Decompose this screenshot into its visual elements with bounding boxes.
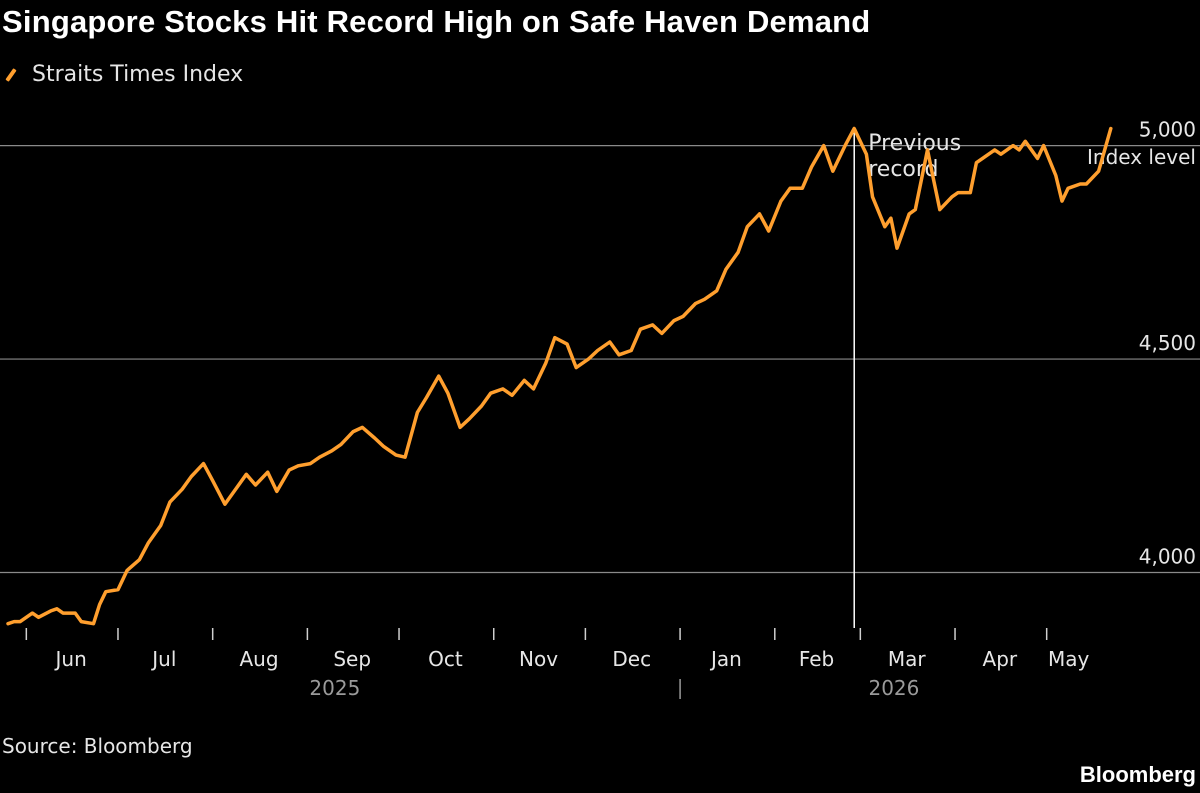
- y-tick-label: 4,500: [1139, 331, 1196, 355]
- chart-title: Singapore Stocks Hit Record High on Safe…: [2, 4, 871, 39]
- year-label: 2025: [309, 676, 360, 700]
- legend-label: Straits Times Index: [32, 62, 244, 87]
- source-note: Source: Bloomberg: [2, 734, 193, 758]
- y-tick-label: 4,000: [1139, 545, 1196, 569]
- x-tick-label: Jul: [150, 647, 176, 671]
- year-label: 2026: [868, 676, 919, 700]
- x-tick-label: Mar: [888, 647, 927, 671]
- legend: Straits Times Index: [4, 62, 243, 87]
- x-tick-label: Apr: [983, 647, 1018, 671]
- x-tick-label: Oct: [428, 647, 463, 671]
- x-tick-label: Jan: [709, 647, 742, 671]
- x-tick-label: Dec: [612, 647, 651, 671]
- x-tick-label: Jun: [54, 647, 87, 671]
- x-tick-label: May: [1048, 647, 1090, 671]
- y-tick-label: 5,000: [1139, 118, 1196, 142]
- x-tick-label: Sep: [333, 647, 371, 671]
- x-tick-label: Aug: [240, 647, 279, 671]
- x-tick-label: Feb: [799, 647, 834, 671]
- brand-logo: Bloomberg: [1079, 762, 1196, 787]
- x-tick-label: Nov: [519, 647, 558, 671]
- series-line: [6, 126, 1113, 626]
- annotation-label: Previous: [868, 131, 961, 156]
